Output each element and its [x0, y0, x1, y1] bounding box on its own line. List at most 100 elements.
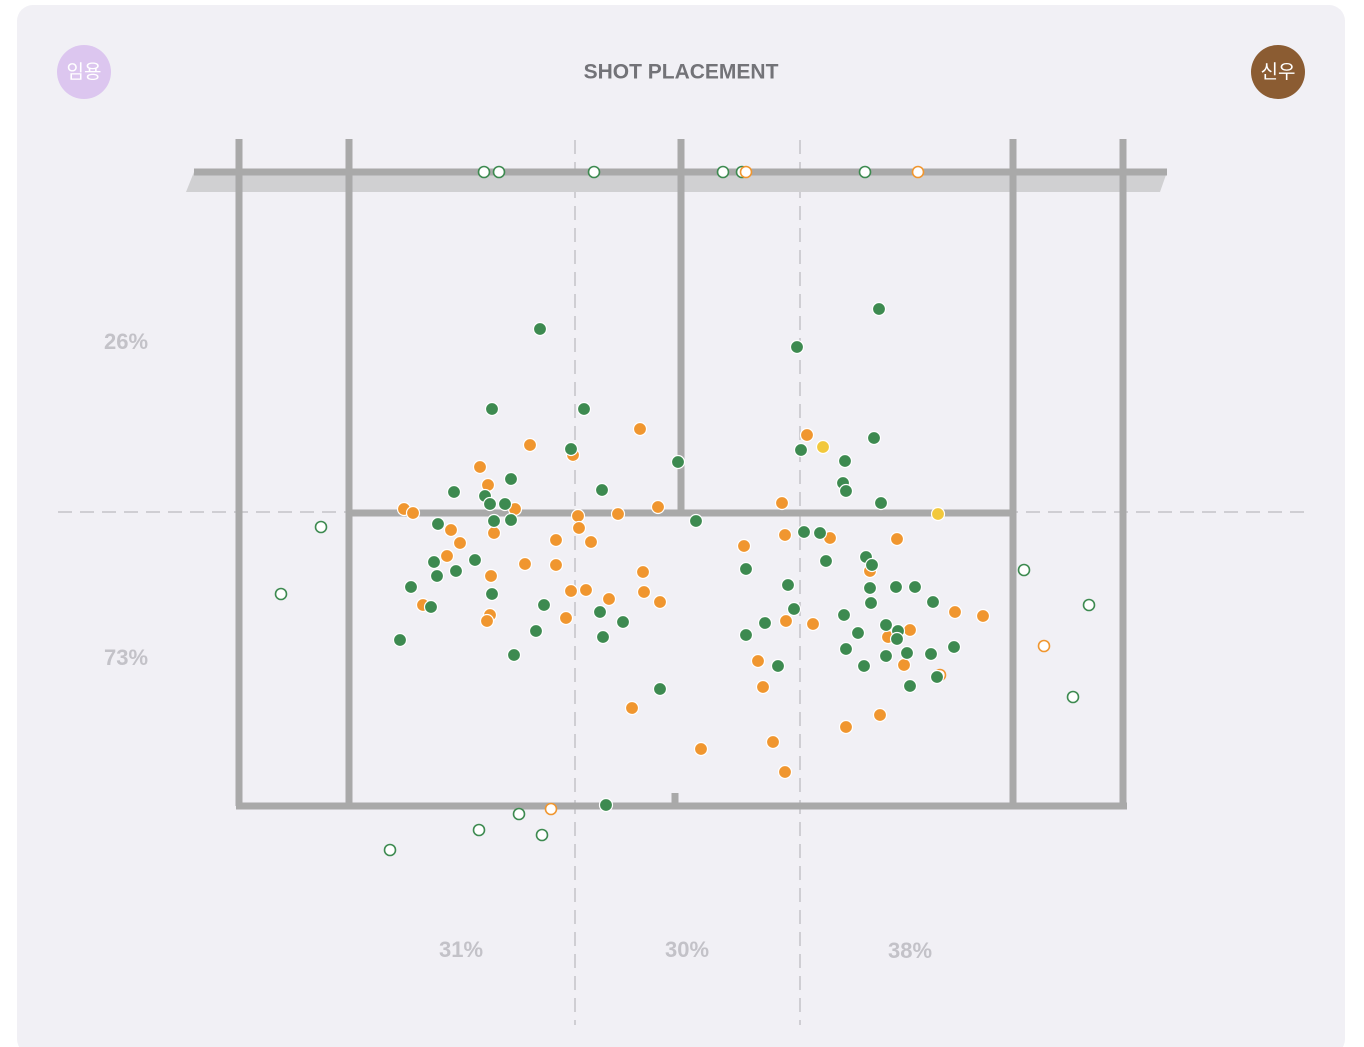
shot-dot: [452, 535, 468, 551]
shot-dot: [863, 595, 879, 611]
shot-dot: [486, 525, 502, 541]
shot-dot: [866, 430, 882, 446]
shot-dot: [635, 564, 651, 580]
player-name[interactable]: 신우: [1261, 61, 1296, 83]
shot-dot: [925, 594, 941, 610]
shot-dot: [601, 591, 617, 607]
shot-dot: [383, 843, 397, 857]
zone-percent: 31%: [439, 937, 483, 962]
shot-dot: [812, 525, 828, 541]
shot-dot: [858, 165, 872, 179]
shot-dot: [888, 579, 904, 595]
shot-dot: [548, 532, 564, 548]
player-name[interactable]: 임용: [67, 61, 102, 83]
shot-dot: [274, 587, 288, 601]
shot-dot: [443, 522, 459, 538]
shot-dot: [862, 580, 878, 596]
shot-dot: [838, 483, 854, 499]
shot-dot: [430, 516, 446, 532]
shot-dot: [472, 823, 486, 837]
shot-dot: [757, 615, 773, 631]
shot-dot: [755, 679, 771, 695]
shot-dot: [975, 608, 991, 624]
player-avatar[interactable]: [1251, 45, 1305, 99]
shot-dot: [1017, 563, 1031, 577]
shot-dot: [610, 506, 626, 522]
shot-dot: [594, 482, 610, 498]
shot-dot: [472, 459, 488, 475]
shot-dot: [889, 531, 905, 547]
shot-dot: [587, 165, 601, 179]
shot-dot: [739, 165, 753, 179]
shot-dot: [929, 669, 945, 685]
shot-dot: [765, 734, 781, 750]
shot-dot: [818, 553, 834, 569]
shot-dot: [405, 505, 421, 521]
shot-dot: [570, 508, 586, 524]
shot-dot: [793, 442, 809, 458]
shot-dot: [563, 441, 579, 457]
shot-dot: [923, 646, 939, 662]
shot-dot: [517, 556, 533, 572]
shot-dot: [896, 657, 912, 673]
shot-dot: [850, 625, 866, 641]
shot-dot: [750, 653, 766, 669]
shot-dot: [815, 439, 831, 455]
shot-dot: [837, 453, 853, 469]
shot-dot: [486, 513, 502, 529]
shot-dot: [778, 613, 794, 629]
shot-dot: [503, 512, 519, 528]
shot-dot: [624, 700, 640, 716]
shot-dot: [902, 622, 918, 638]
shot-dot: [479, 613, 495, 629]
shot-dot: [314, 520, 328, 534]
shot-dot: [615, 614, 631, 630]
shot-dot: [592, 604, 608, 620]
shot-dot: [532, 321, 548, 337]
shot-dot: [716, 165, 730, 179]
zone-percent: 26%: [104, 329, 148, 354]
shot-dot: [492, 165, 506, 179]
shot-dot: [482, 496, 498, 512]
shot-dot: [777, 764, 793, 780]
shot-dot: [423, 599, 439, 615]
shot-dot: [544, 802, 558, 816]
shot-dot: [799, 427, 815, 443]
zone-percent: 38%: [888, 938, 932, 963]
shot-dot: [578, 582, 594, 598]
shot-dot: [484, 401, 500, 417]
shot-dot: [536, 597, 552, 613]
shot-dot: [688, 513, 704, 529]
shot-dot: [946, 639, 962, 655]
shot-dot: [632, 421, 648, 437]
shot-dot: [576, 401, 592, 417]
shot-dot: [774, 495, 790, 511]
shot-dot: [878, 648, 894, 664]
shot-dot: [796, 524, 812, 540]
shot-dot: [506, 647, 522, 663]
shot-dot: [789, 339, 805, 355]
shot-dot: [477, 165, 491, 179]
shot-dots: [274, 165, 1096, 857]
shot-dot: [448, 563, 464, 579]
shot-dot: [535, 828, 549, 842]
shot-dot: [770, 658, 786, 674]
shot-dot: [497, 496, 513, 512]
shot-dot: [652, 594, 668, 610]
shot-dot: [947, 604, 963, 620]
shot-dot: [777, 527, 793, 543]
shot-dot: [693, 741, 709, 757]
shot-dot: [872, 707, 888, 723]
shot-dot: [483, 568, 499, 584]
shot-dot: [439, 548, 455, 564]
shot-dot: [878, 617, 894, 633]
shot-dot: [838, 641, 854, 657]
shot-dot: [738, 627, 754, 643]
player-avatar[interactable]: [57, 45, 111, 99]
shot-dot: [467, 552, 483, 568]
shot-dot: [899, 645, 915, 661]
shot-dot: [392, 632, 408, 648]
shot-dot: [522, 437, 538, 453]
shot-dot: [736, 538, 752, 554]
shot-dot: [1066, 690, 1080, 704]
